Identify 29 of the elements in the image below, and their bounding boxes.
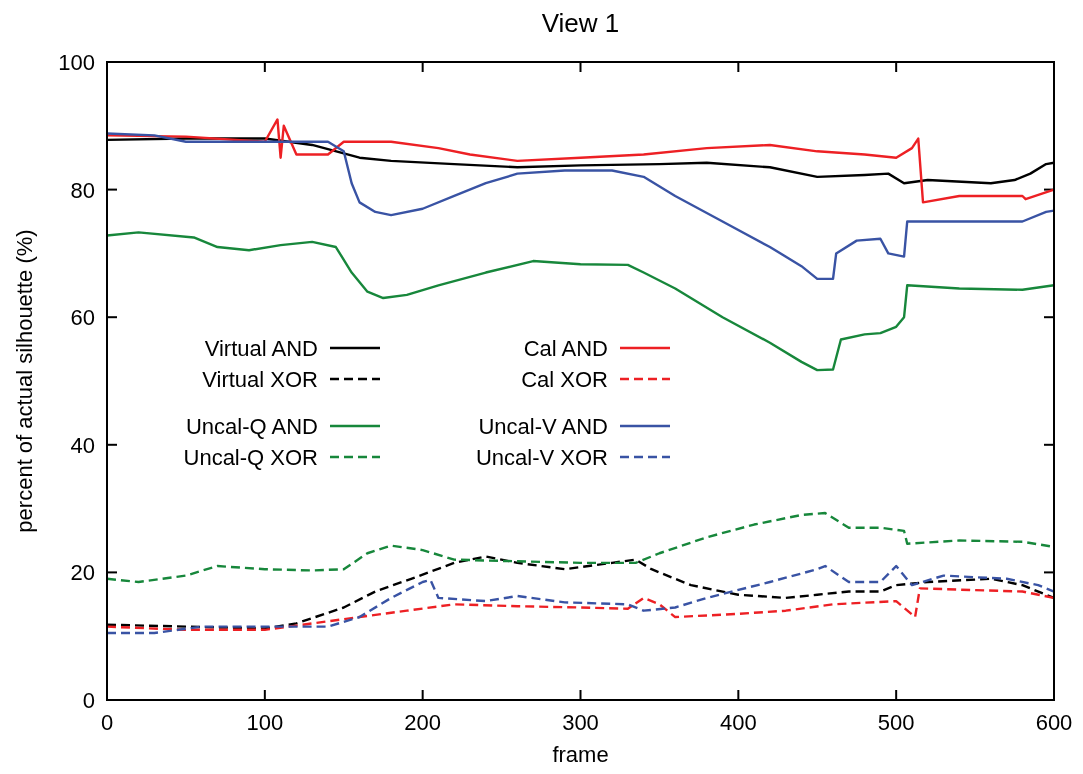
y-tick-label: 100 bbox=[58, 50, 95, 75]
x-tick-label: 600 bbox=[1035, 710, 1073, 735]
line-series bbox=[105, 132, 1056, 281]
y-tick-label: 0 bbox=[82, 688, 95, 713]
line-series bbox=[105, 587, 1056, 632]
chart-title: View 1 bbox=[541, 8, 620, 38]
y-axis-title: percent of actual silhouette (%) bbox=[12, 229, 37, 533]
x-tick-label: 400 bbox=[719, 710, 757, 735]
x-tick-label: 100 bbox=[246, 710, 284, 735]
y-tick-label: 40 bbox=[70, 432, 95, 458]
x-axis-title: frame bbox=[552, 742, 609, 767]
y-tick-label: 20 bbox=[70, 560, 95, 586]
legend-label: Virtual XOR bbox=[202, 367, 318, 392]
x-tick-label: 0 bbox=[100, 710, 114, 735]
legend-label: Uncal-V AND bbox=[478, 414, 608, 439]
legend-label: Uncal-Q XOR bbox=[183, 445, 318, 470]
x-tick-label: 300 bbox=[562, 710, 599, 735]
legend-label: Cal AND bbox=[523, 336, 608, 361]
y-tick-label: 60 bbox=[70, 305, 95, 331]
legend-label: Uncal-Q AND bbox=[185, 414, 318, 439]
line-series bbox=[105, 564, 1056, 635]
x-tick-label: 200 bbox=[404, 710, 442, 735]
line-series bbox=[105, 231, 1056, 372]
legend-label: Virtual AND bbox=[204, 336, 318, 361]
y-tick-label: 80 bbox=[70, 177, 95, 203]
line-series bbox=[105, 118, 1056, 204]
legend-label: Cal XOR bbox=[521, 367, 608, 392]
x-tick-label: 500 bbox=[877, 710, 915, 735]
legend-label: Uncal-V XOR bbox=[475, 445, 608, 470]
